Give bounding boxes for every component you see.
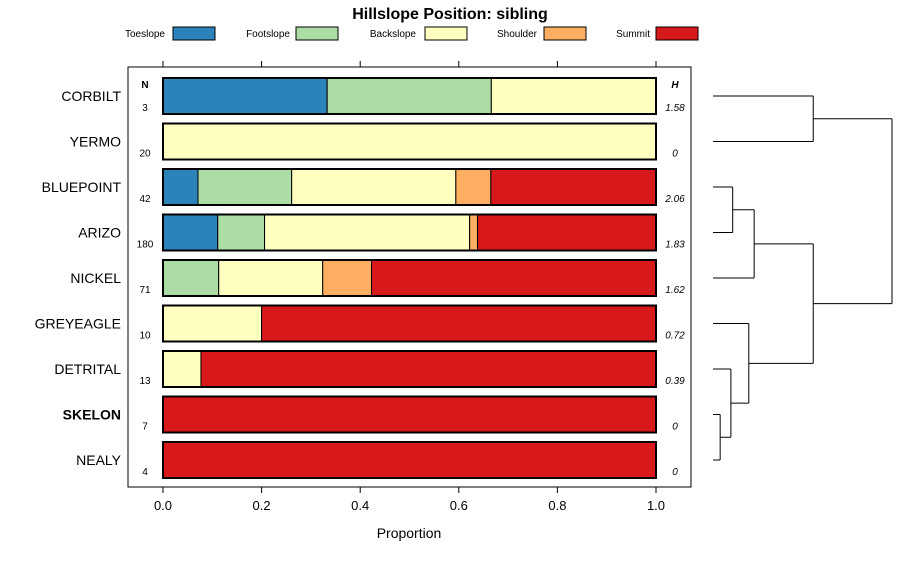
x-axis-title: Proportion bbox=[377, 525, 442, 541]
bar-outline bbox=[162, 350, 657, 388]
bar-outline bbox=[162, 441, 657, 479]
bar-segment bbox=[469, 214, 479, 251]
bar-segment bbox=[326, 77, 492, 115]
bar-segment bbox=[322, 259, 373, 297]
bar-outline bbox=[162, 304, 657, 343]
category-label: BLUEPOINT bbox=[42, 179, 122, 195]
bar-segment bbox=[218, 259, 324, 297]
h-label: 0 bbox=[672, 467, 678, 478]
bar-segment bbox=[162, 168, 199, 206]
bar-outline bbox=[162, 259, 657, 297]
category-label: SKELON bbox=[63, 407, 121, 423]
n-header: N bbox=[141, 80, 148, 91]
category-label: NICKEL bbox=[70, 270, 121, 286]
h-label: 0.39 bbox=[665, 376, 685, 387]
bar-segment bbox=[162, 441, 657, 479]
h-header: H bbox=[671, 80, 679, 91]
category-label: NEALY bbox=[76, 452, 122, 468]
h-label: 1.83 bbox=[665, 240, 685, 251]
bar-segment bbox=[490, 168, 657, 206]
chart-title: Hillslope Position: sibling bbox=[352, 6, 548, 23]
n-label: 71 bbox=[139, 285, 151, 296]
n-label: 42 bbox=[139, 194, 151, 205]
bar-outline bbox=[162, 168, 657, 206]
bar-segment bbox=[162, 350, 202, 388]
legend-swatch bbox=[172, 26, 216, 41]
bar-segment bbox=[200, 350, 657, 388]
bar-segment bbox=[162, 396, 657, 433]
category-label: CORBILT bbox=[61, 88, 121, 104]
bar-segment bbox=[455, 168, 492, 206]
bar-outline bbox=[162, 395, 657, 434]
h-label: 0 bbox=[672, 149, 678, 160]
bar-segment bbox=[264, 214, 471, 251]
x-tick-label: 0.6 bbox=[450, 498, 468, 513]
legend-label: Toeslope bbox=[125, 29, 165, 40]
plot-area: N H CORBILT 3 1.58 YERMO 20 0 BLUEPOINT 42 2.06 ARI… bbox=[35, 61, 692, 513]
n-label: 180 bbox=[137, 240, 154, 251]
h-label: 0.72 bbox=[665, 331, 685, 342]
plot-frame bbox=[127, 66, 692, 488]
bar-segment bbox=[477, 214, 657, 251]
bar-segment bbox=[291, 168, 457, 206]
h-label: 2.06 bbox=[664, 194, 685, 205]
n-label: 3 bbox=[142, 103, 148, 114]
bar-outline bbox=[162, 122, 657, 161]
bar-outline bbox=[162, 77, 657, 115]
bar-segment bbox=[371, 259, 657, 297]
bar-segment bbox=[162, 259, 220, 297]
legend-swatch bbox=[655, 26, 699, 41]
n-label: 13 bbox=[139, 376, 151, 387]
bar-segment bbox=[162, 123, 657, 160]
category-label: GREYEAGLE bbox=[35, 316, 121, 332]
bar-segment bbox=[197, 168, 293, 206]
n-label: 4 bbox=[142, 467, 148, 478]
h-label: 1.58 bbox=[665, 103, 685, 114]
bar-segment bbox=[261, 305, 657, 342]
legend-label: Backslope bbox=[370, 29, 417, 40]
bar-segment bbox=[162, 214, 219, 251]
x-tick-label: 0.0 bbox=[154, 498, 172, 513]
legend-swatch bbox=[543, 26, 587, 41]
legend: Toeslope Footslope Backslope Shoulder Summit bbox=[125, 26, 699, 41]
category-label: ARIZO bbox=[78, 225, 121, 241]
n-label: 20 bbox=[139, 149, 151, 160]
bar-segment bbox=[490, 77, 657, 115]
legend-swatch bbox=[295, 26, 339, 41]
category-label: YERMO bbox=[70, 134, 121, 150]
n-label: 7 bbox=[142, 422, 148, 433]
bar-outline bbox=[162, 213, 657, 252]
legend-swatch bbox=[424, 26, 468, 41]
x-tick-label: 0.8 bbox=[548, 498, 566, 513]
legend-label: Shoulder bbox=[497, 29, 538, 40]
x-tick-label: 0.4 bbox=[351, 498, 369, 513]
legend-label: Footslope bbox=[246, 29, 290, 40]
legend-label: Summit bbox=[616, 29, 650, 40]
n-label: 10 bbox=[139, 331, 151, 342]
x-tick-label: 0.2 bbox=[253, 498, 271, 513]
x-tick-label: 1.0 bbox=[647, 498, 665, 513]
h-label: 0 bbox=[672, 422, 678, 433]
bar-segment bbox=[162, 77, 328, 115]
bar-segment bbox=[217, 214, 266, 251]
h-label: 1.62 bbox=[665, 285, 685, 296]
bar-segment bbox=[162, 305, 263, 342]
category-label: DETRITAL bbox=[54, 361, 121, 377]
dendrogram bbox=[713, 95, 893, 461]
